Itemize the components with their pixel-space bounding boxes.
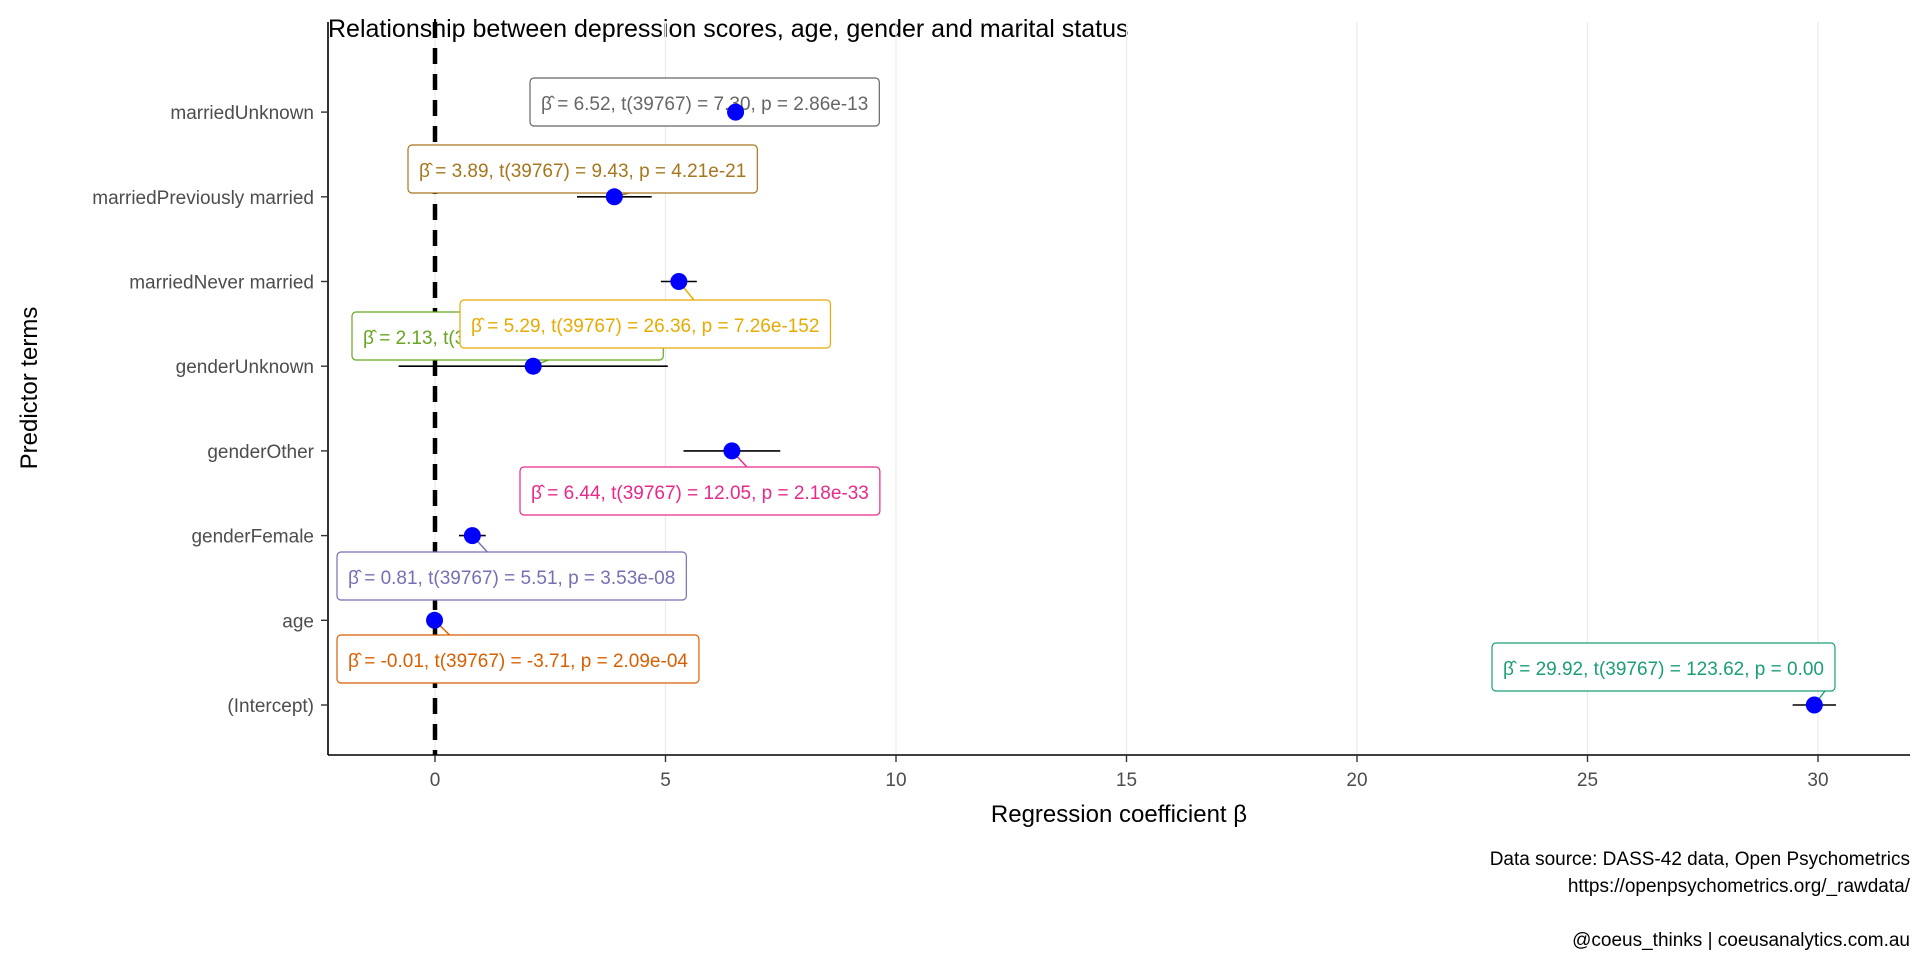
coefficient-label-box [459,299,832,349]
coefficient-label: β̂ = 6.44, t(39767) = 12.05, p = 2.18e-3… [519,466,881,516]
coefficient-label-text: β̂ = 6.44, t(39767) = 12.05, p = 2.18e-3… [531,483,869,504]
x-tick-label: 0 [430,770,441,791]
coefficient-label-text: β̂ = 29.92, t(39767) = 123.62, p = 0.00 [1503,659,1824,680]
coefficient-label: β̂ = 6.52, t(39767) = 7.30, p = 2.86e-13 [529,77,880,127]
caption-line: Data source: DASS-42 data, Open Psychome… [1490,849,1910,870]
x-tick-label: 25 [1577,770,1598,791]
y-tick-label: (Intercept) [227,696,314,717]
estimate-point [670,273,688,290]
y-tick-label: genderUnknown [176,357,314,378]
chart-title: Relationship between depression scores, … [328,15,1128,43]
coefficient-label-text: β̂ = 0.81, t(39767) = 5.51, p = 3.53e-08 [348,568,675,589]
coefficient-label-box [1491,642,1836,692]
y-tick-label: age [282,611,314,632]
caption-line: https://openpsychometrics.org/_rawdata/ [1568,876,1911,897]
caption-line: @coeus_thinks | coeusanalytics.com.au [1572,930,1910,951]
y-tick-label: marriedPreviously married [92,188,314,209]
estimate-point [723,442,741,460]
coefficient-label: β̂ = -0.01, t(39767) = -3.71, p = 2.09e-… [336,634,700,684]
estimate-point [524,357,542,375]
y-tick-label: genderFemale [191,527,314,548]
coefficient-label: β̂ = 3.89, t(39767) = 9.43, p = 4.21e-21 [407,144,758,194]
y-axis-title: Predictor terms [16,307,43,470]
coefficient-label: β̂ = 0.81, t(39767) = 5.51, p = 3.53e-08 [336,551,687,601]
coefficient-label-text: β̂ = -0.01, t(39767) = -3.71, p = 2.09e-… [348,651,688,672]
coefficient-label-text: β̂ = 3.89, t(39767) = 9.43, p = 4.21e-21 [419,161,746,182]
x-tick-label: 15 [1116,770,1137,791]
x-axis-title: Regression coefficient β [991,801,1247,828]
coefficient-label-box [336,634,700,684]
x-tick-label: 30 [1807,770,1828,791]
coefficient-label: β̂ = 29.92, t(39767) = 123.62, p = 0.00 [1491,642,1836,692]
coefficient-label-text: β̂ = 5.29, t(39767) = 26.36, p = 7.26e-1… [471,316,819,337]
x-tick-label: 5 [660,770,671,791]
coefficient-label-box [529,77,880,127]
y-tick-label: genderOther [207,442,314,463]
estimate-point [605,188,623,206]
coefficient-label-text: β̂ = 6.52, t(39767) = 7.30, p = 2.86e-13 [541,94,868,115]
coefficient-label-box [519,466,881,516]
x-tick-label: 10 [885,770,906,791]
estimate-point [463,527,481,545]
estimate-point [1805,696,1823,714]
y-tick-label: marriedNever married [129,273,314,294]
coefficient-label: β̂ = 5.29, t(39767) = 26.36, p = 7.26e-1… [459,299,832,349]
coefficient-label-box [407,144,758,194]
coefficient-label-box [336,551,687,601]
y-tick-label: marriedUnknown [170,103,314,124]
estimate-point [426,611,444,629]
x-tick-label: 20 [1346,770,1367,791]
estimate-point [727,103,745,121]
